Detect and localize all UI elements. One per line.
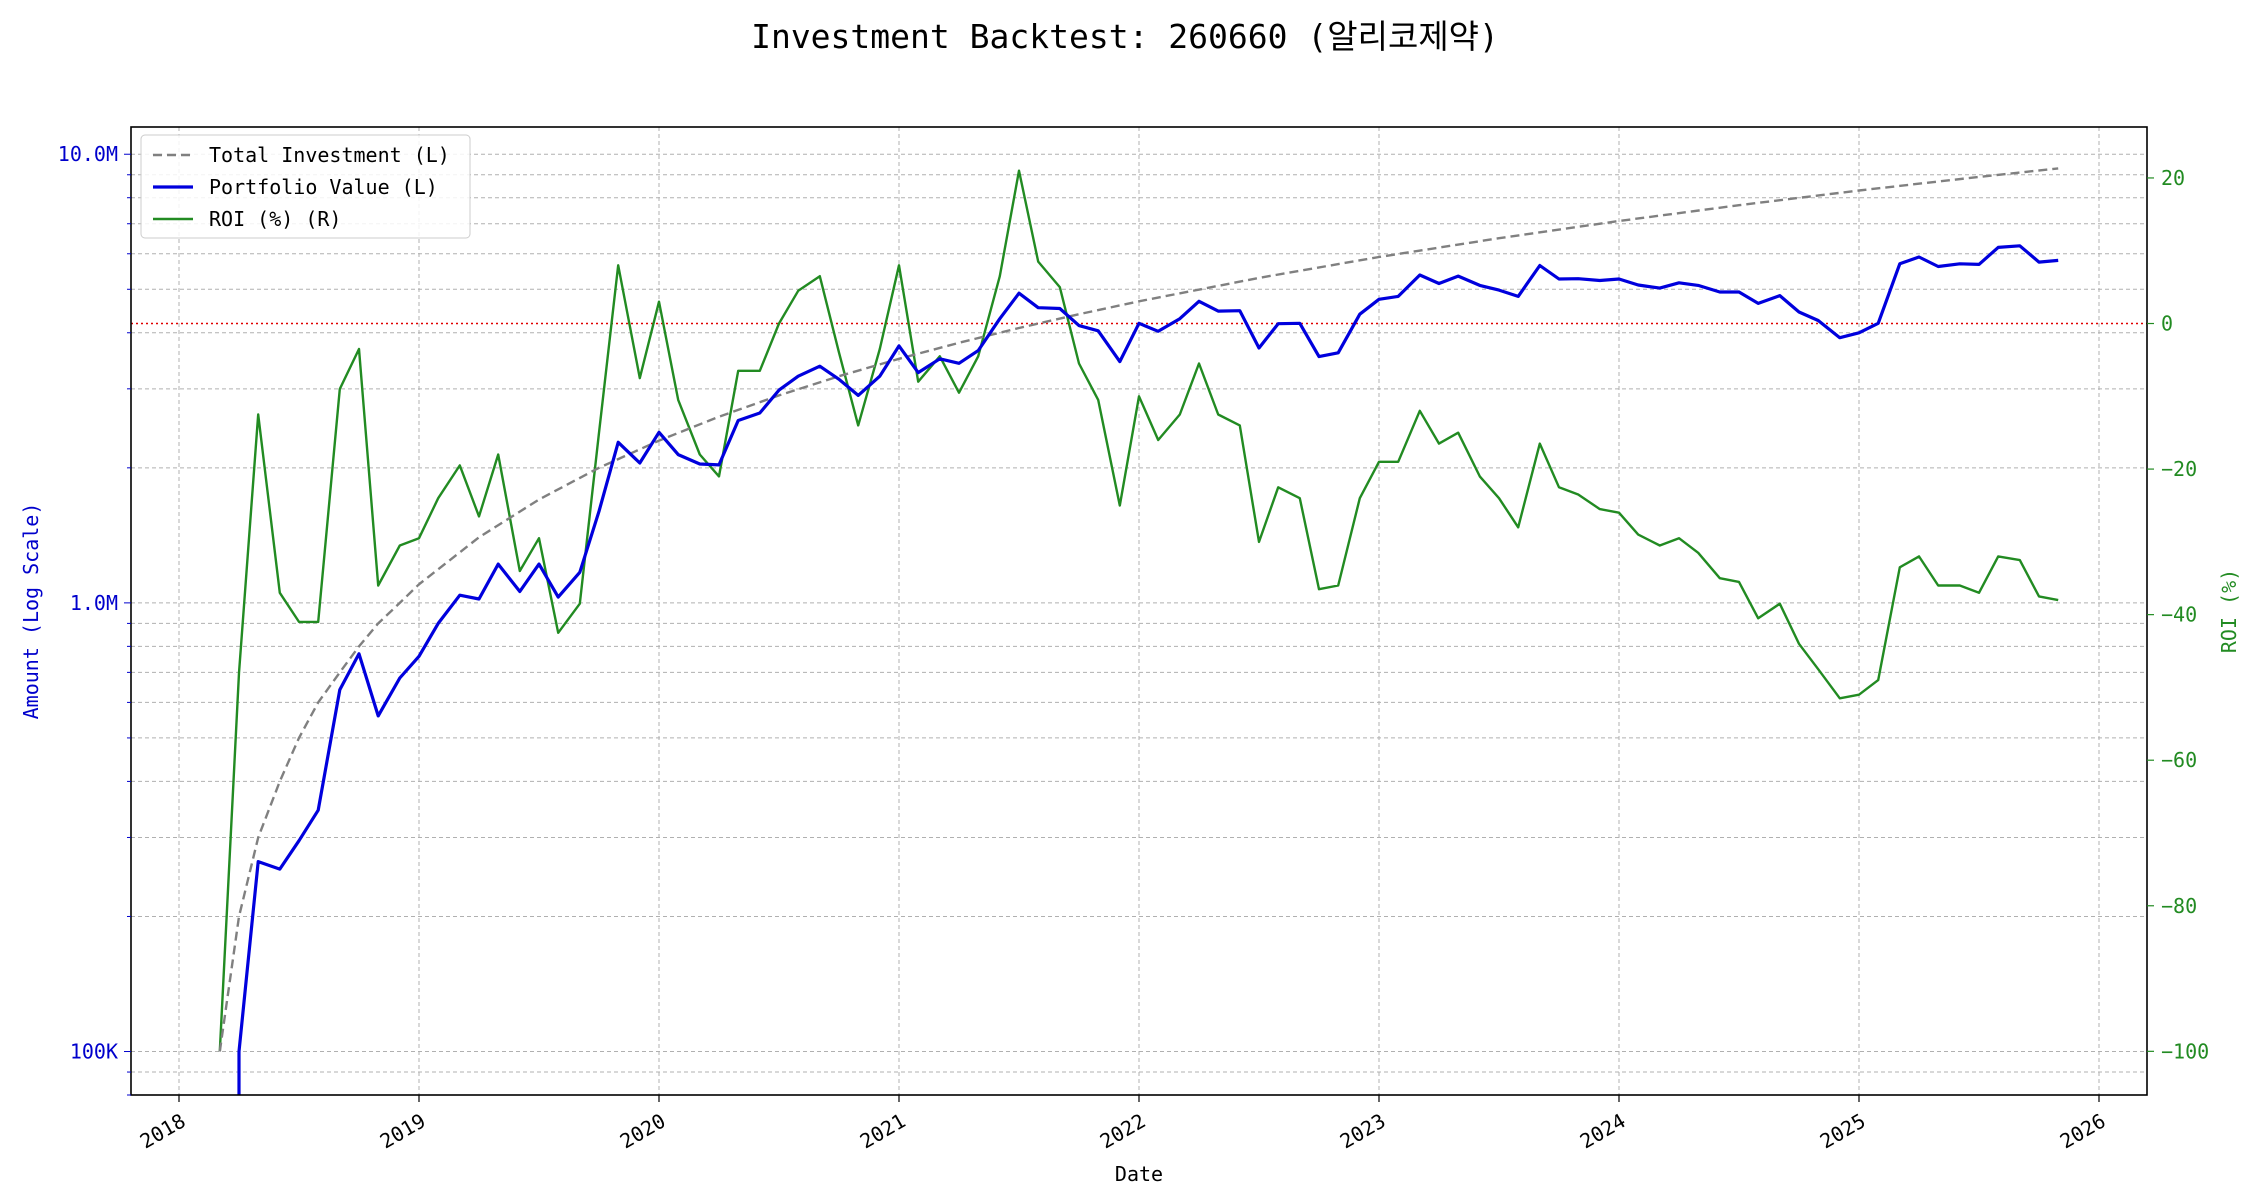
y-left-tick-label: 1.0M [70,591,118,615]
x-tick-label: 2026 [2056,1109,2110,1154]
legend-label: Total Investment (L) [209,143,450,167]
axis-ticks: 2018 2019 2020 2021 2022 2023 2024 2025 2026 100K… [58,142,2209,1153]
y-left-tick-label: 100K [70,1040,118,1064]
y-right-tick-label: −100 [2161,1039,2209,1063]
y-axis-right-label: ROI (%) [2217,569,2241,653]
x-tick-label: 2022 [1096,1109,1150,1154]
x-tick-label: 2023 [1336,1109,1390,1154]
x-tick-label: 2020 [616,1109,670,1154]
x-tick-label: 2018 [136,1109,190,1154]
legend-box [140,134,471,239]
series-layer [218,167,2059,1095]
x-tick-label: 2025 [1816,1109,1870,1154]
x-axis-label: Date [1115,1162,1163,1186]
y-right-tick-label: −60 [2161,748,2197,772]
x-tick-label: 2024 [1576,1109,1630,1154]
legend: Total Investment (L) Portfolio Value (L) R… [140,134,471,239]
y-right-tick-label: −80 [2161,894,2197,918]
legend-label: Portfolio Value (L) [209,175,438,199]
series-line-roi [218,169,2059,1052]
chart-title: Investment Backtest: 260660 (알리코제약) [751,17,1499,56]
x-tick-label: 2019 [376,1109,430,1154]
y-axis-left-label: Amount (Log Scale) [19,503,43,720]
series-line-total-investment [218,167,2059,1052]
grid [131,127,2147,1096]
x-tick-label: 2021 [856,1109,910,1154]
legend-label: ROI (%) (R) [209,207,341,231]
y-right-tick-label: 0 [2161,312,2173,336]
y-right-tick-label: −20 [2161,457,2197,481]
y-left-tick-label: 10.0M [58,142,118,166]
y-right-tick-label: 20 [2161,166,2185,190]
series-line-portfolio-value [237,244,2059,1095]
y-right-tick-label: −40 [2161,603,2197,627]
